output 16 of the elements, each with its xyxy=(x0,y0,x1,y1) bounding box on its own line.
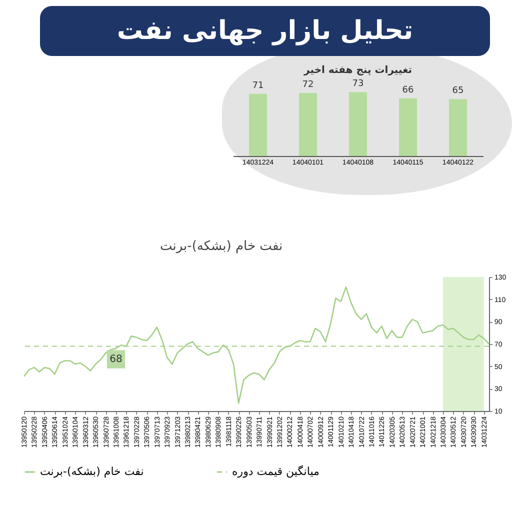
bar xyxy=(449,99,467,156)
chart-subtitle: تغییرات پنج هفته اخیر xyxy=(303,65,412,76)
annotation: 68 xyxy=(110,354,122,366)
data-label: 73 xyxy=(352,79,364,90)
legend-label: نفت خام (بشکه)-برنت xyxy=(40,465,144,478)
data-label: 71 xyxy=(252,80,264,91)
chart-title: تحلیل بازار جهانی نفت xyxy=(40,6,490,56)
data-label: 72 xyxy=(302,80,314,90)
bar xyxy=(399,98,417,156)
bar xyxy=(299,93,317,156)
bar xyxy=(249,94,267,156)
data-label: 66 xyxy=(402,85,414,96)
bar xyxy=(349,92,367,156)
chart-title: نفت خام (بشکه)-برنت xyxy=(160,239,283,254)
legend-label: میانگین قیمت دوره xyxy=(232,465,320,478)
data-label: 65 xyxy=(452,86,464,96)
